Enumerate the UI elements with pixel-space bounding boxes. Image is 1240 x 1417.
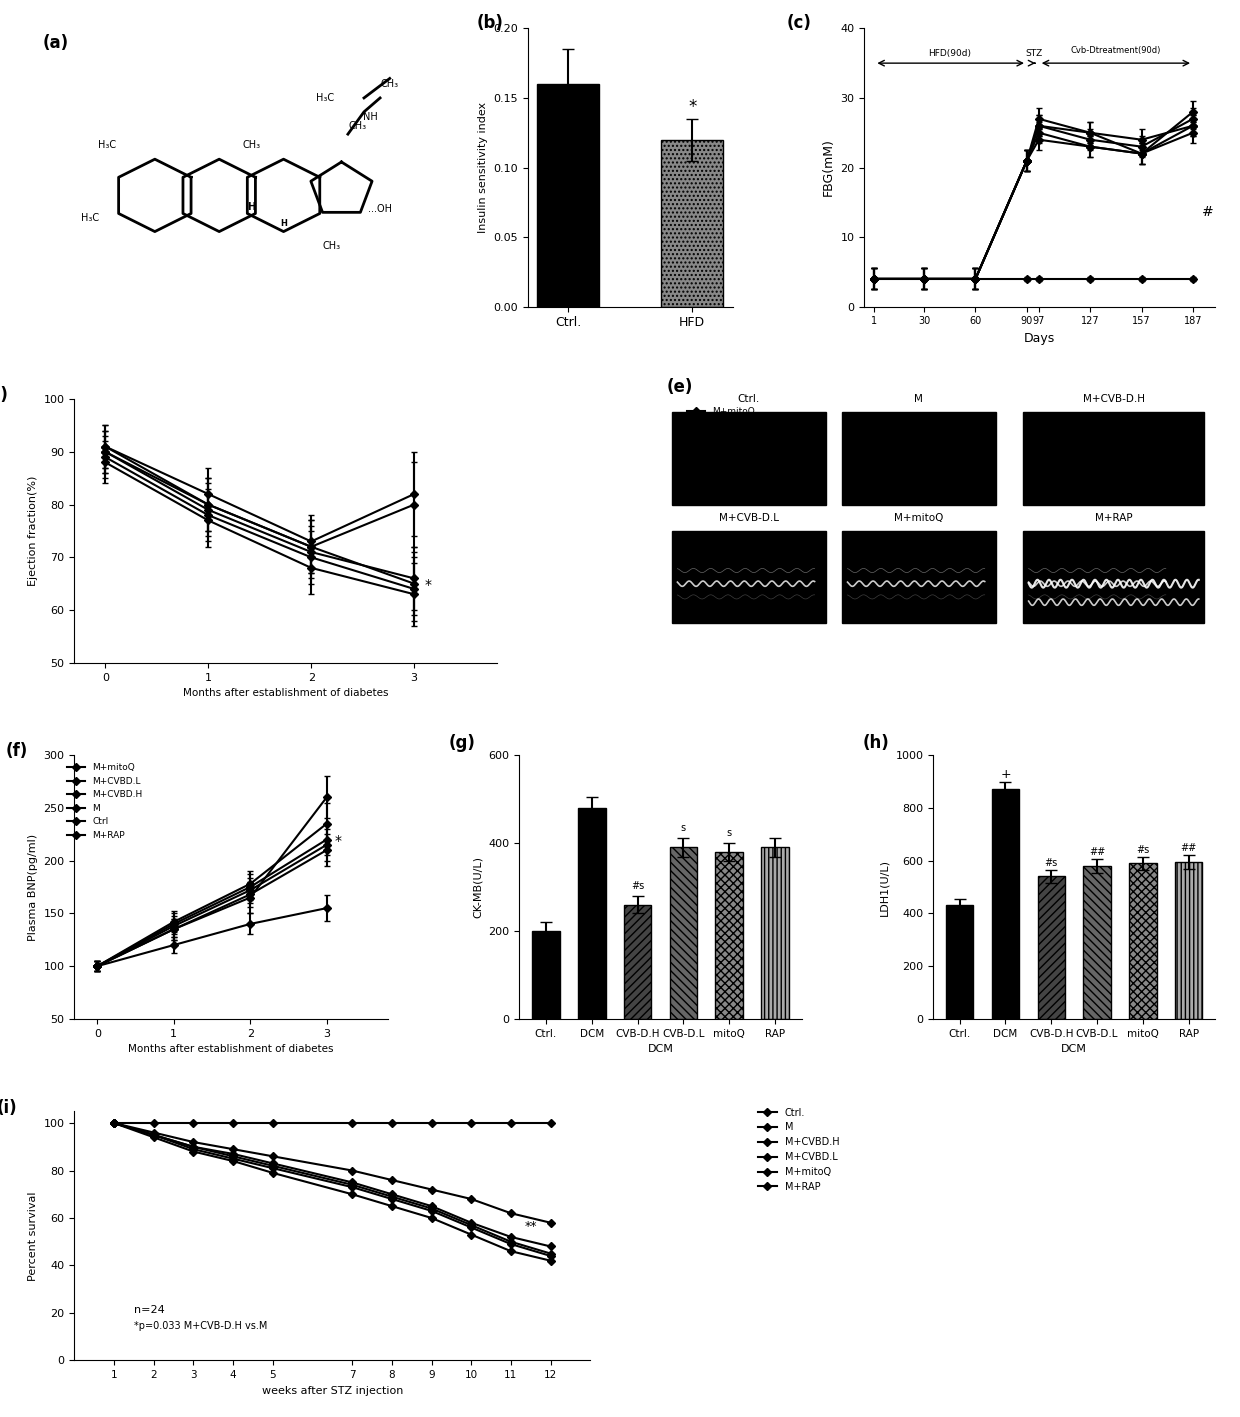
Text: HFD(90d): HFD(90d) [929, 50, 971, 58]
Bar [1023, 412, 1204, 504]
Text: #s: #s [631, 881, 645, 891]
Text: M+CVB-D.H: M+CVB-D.H [1083, 394, 1145, 404]
Text: s: s [727, 829, 732, 839]
Text: (c): (c) [787, 14, 812, 33]
Y-axis label: Insulin sensitivity index: Insulin sensitivity index [477, 102, 487, 234]
Y-axis label: LDH1(U/L): LDH1(U/L) [880, 859, 890, 915]
Legend: Ctrl., M, M+CVBD.H, M+CVBD.L, M+mitoQ, M+RAP: Ctrl., M, M+CVBD.H, M+CVBD.L, M+mitoQ, M… [754, 1104, 843, 1196]
Bar [578, 808, 605, 1019]
Text: CH₃: CH₃ [381, 79, 399, 89]
Text: (i): (i) [0, 1098, 17, 1117]
Text: H₃C: H₃C [316, 94, 335, 103]
Text: (d): (d) [0, 385, 9, 404]
Y-axis label: FBG(mM): FBG(mM) [822, 139, 835, 197]
Bar [532, 931, 559, 1019]
Text: Cvb-Dtreatment(90d): Cvb-Dtreatment(90d) [1070, 45, 1161, 55]
Text: s: s [681, 823, 686, 833]
Bar [624, 904, 651, 1019]
Text: H: H [280, 218, 286, 228]
Text: #s: #s [1044, 857, 1058, 869]
Text: ##: ## [1180, 843, 1197, 853]
Bar [537, 84, 599, 306]
Text: CH₃: CH₃ [348, 120, 367, 130]
Bar [1084, 866, 1111, 1019]
Text: (a): (a) [42, 34, 68, 52]
Bar [1038, 877, 1065, 1019]
Bar [672, 412, 826, 504]
Text: NH: NH [363, 112, 378, 122]
Y-axis label: Ejection fraction(%): Ejection fraction(%) [29, 476, 38, 587]
Text: (h): (h) [863, 734, 889, 752]
Legend: M+mitoQ, M+CVBD.L, M+CVBD.H, M, Ctrl, M+RAP: M+mitoQ, M+CVBD.L, M+CVBD.H, M, Ctrl, M+… [683, 404, 766, 487]
X-axis label: Months after establishment of diabetes: Months after establishment of diabetes [129, 1044, 334, 1054]
X-axis label: Days: Days [1024, 332, 1055, 344]
Text: H₃C: H₃C [98, 140, 115, 150]
Text: CH₃: CH₃ [242, 140, 260, 150]
Text: ...OH: ...OH [368, 204, 392, 214]
Text: (e): (e) [666, 378, 693, 395]
Text: +: + [1001, 768, 1011, 781]
Text: n=24: n=24 [134, 1305, 165, 1315]
Y-axis label: Plasma BNP(pg/ml): Plasma BNP(pg/ml) [29, 833, 38, 941]
Text: H₃C: H₃C [82, 213, 99, 222]
Text: (b): (b) [476, 14, 503, 33]
Y-axis label: Percent survival: Percent survival [29, 1192, 38, 1281]
Text: #s: #s [1136, 845, 1149, 854]
Text: *p=0.033 M+CVB-D.H vs.M: *p=0.033 M+CVB-D.H vs.M [134, 1322, 268, 1332]
Bar [661, 140, 723, 306]
X-axis label: DCM: DCM [1061, 1044, 1087, 1054]
Text: M+mitoQ: M+mitoQ [894, 513, 944, 523]
Bar [842, 412, 996, 504]
Bar [1176, 862, 1203, 1019]
Bar [992, 789, 1019, 1019]
Text: *: * [688, 98, 697, 116]
Bar [1023, 531, 1204, 623]
Text: Ctrl.: Ctrl. [738, 394, 760, 404]
Text: M+RAP: M+RAP [1095, 513, 1132, 523]
Text: *: * [424, 578, 432, 592]
Text: *: * [335, 833, 341, 847]
Text: (g): (g) [449, 734, 476, 752]
Bar [761, 847, 789, 1019]
Bar [672, 531, 826, 623]
Text: M+CVB-D.L: M+CVB-D.L [719, 513, 779, 523]
Text: #: # [1202, 205, 1213, 220]
X-axis label: DCM: DCM [647, 1044, 673, 1054]
Bar [670, 847, 697, 1019]
Text: ##: ## [1089, 846, 1105, 857]
Y-axis label: CK-MB(U/L): CK-MB(U/L) [472, 856, 484, 918]
Text: H: H [247, 201, 255, 211]
Bar [715, 852, 743, 1019]
Bar [842, 531, 996, 623]
Bar [1130, 863, 1157, 1019]
Legend: M+mitoQ, M+CVBD.L, M+CVBD.H, M, Ctrl, M+RAP: M+mitoQ, M+CVBD.L, M+CVBD.H, M, Ctrl, M+… [63, 760, 146, 843]
Text: M: M [914, 394, 924, 404]
Bar [946, 905, 973, 1019]
X-axis label: weeks after STZ injection: weeks after STZ injection [262, 1386, 403, 1396]
Text: **: ** [525, 1220, 537, 1233]
Text: CH₃: CH₃ [322, 241, 341, 251]
Text: (f): (f) [5, 743, 27, 760]
X-axis label: Months after establishment of diabetes: Months after establishment of diabetes [182, 689, 388, 699]
Text: STZ: STZ [1025, 50, 1043, 58]
